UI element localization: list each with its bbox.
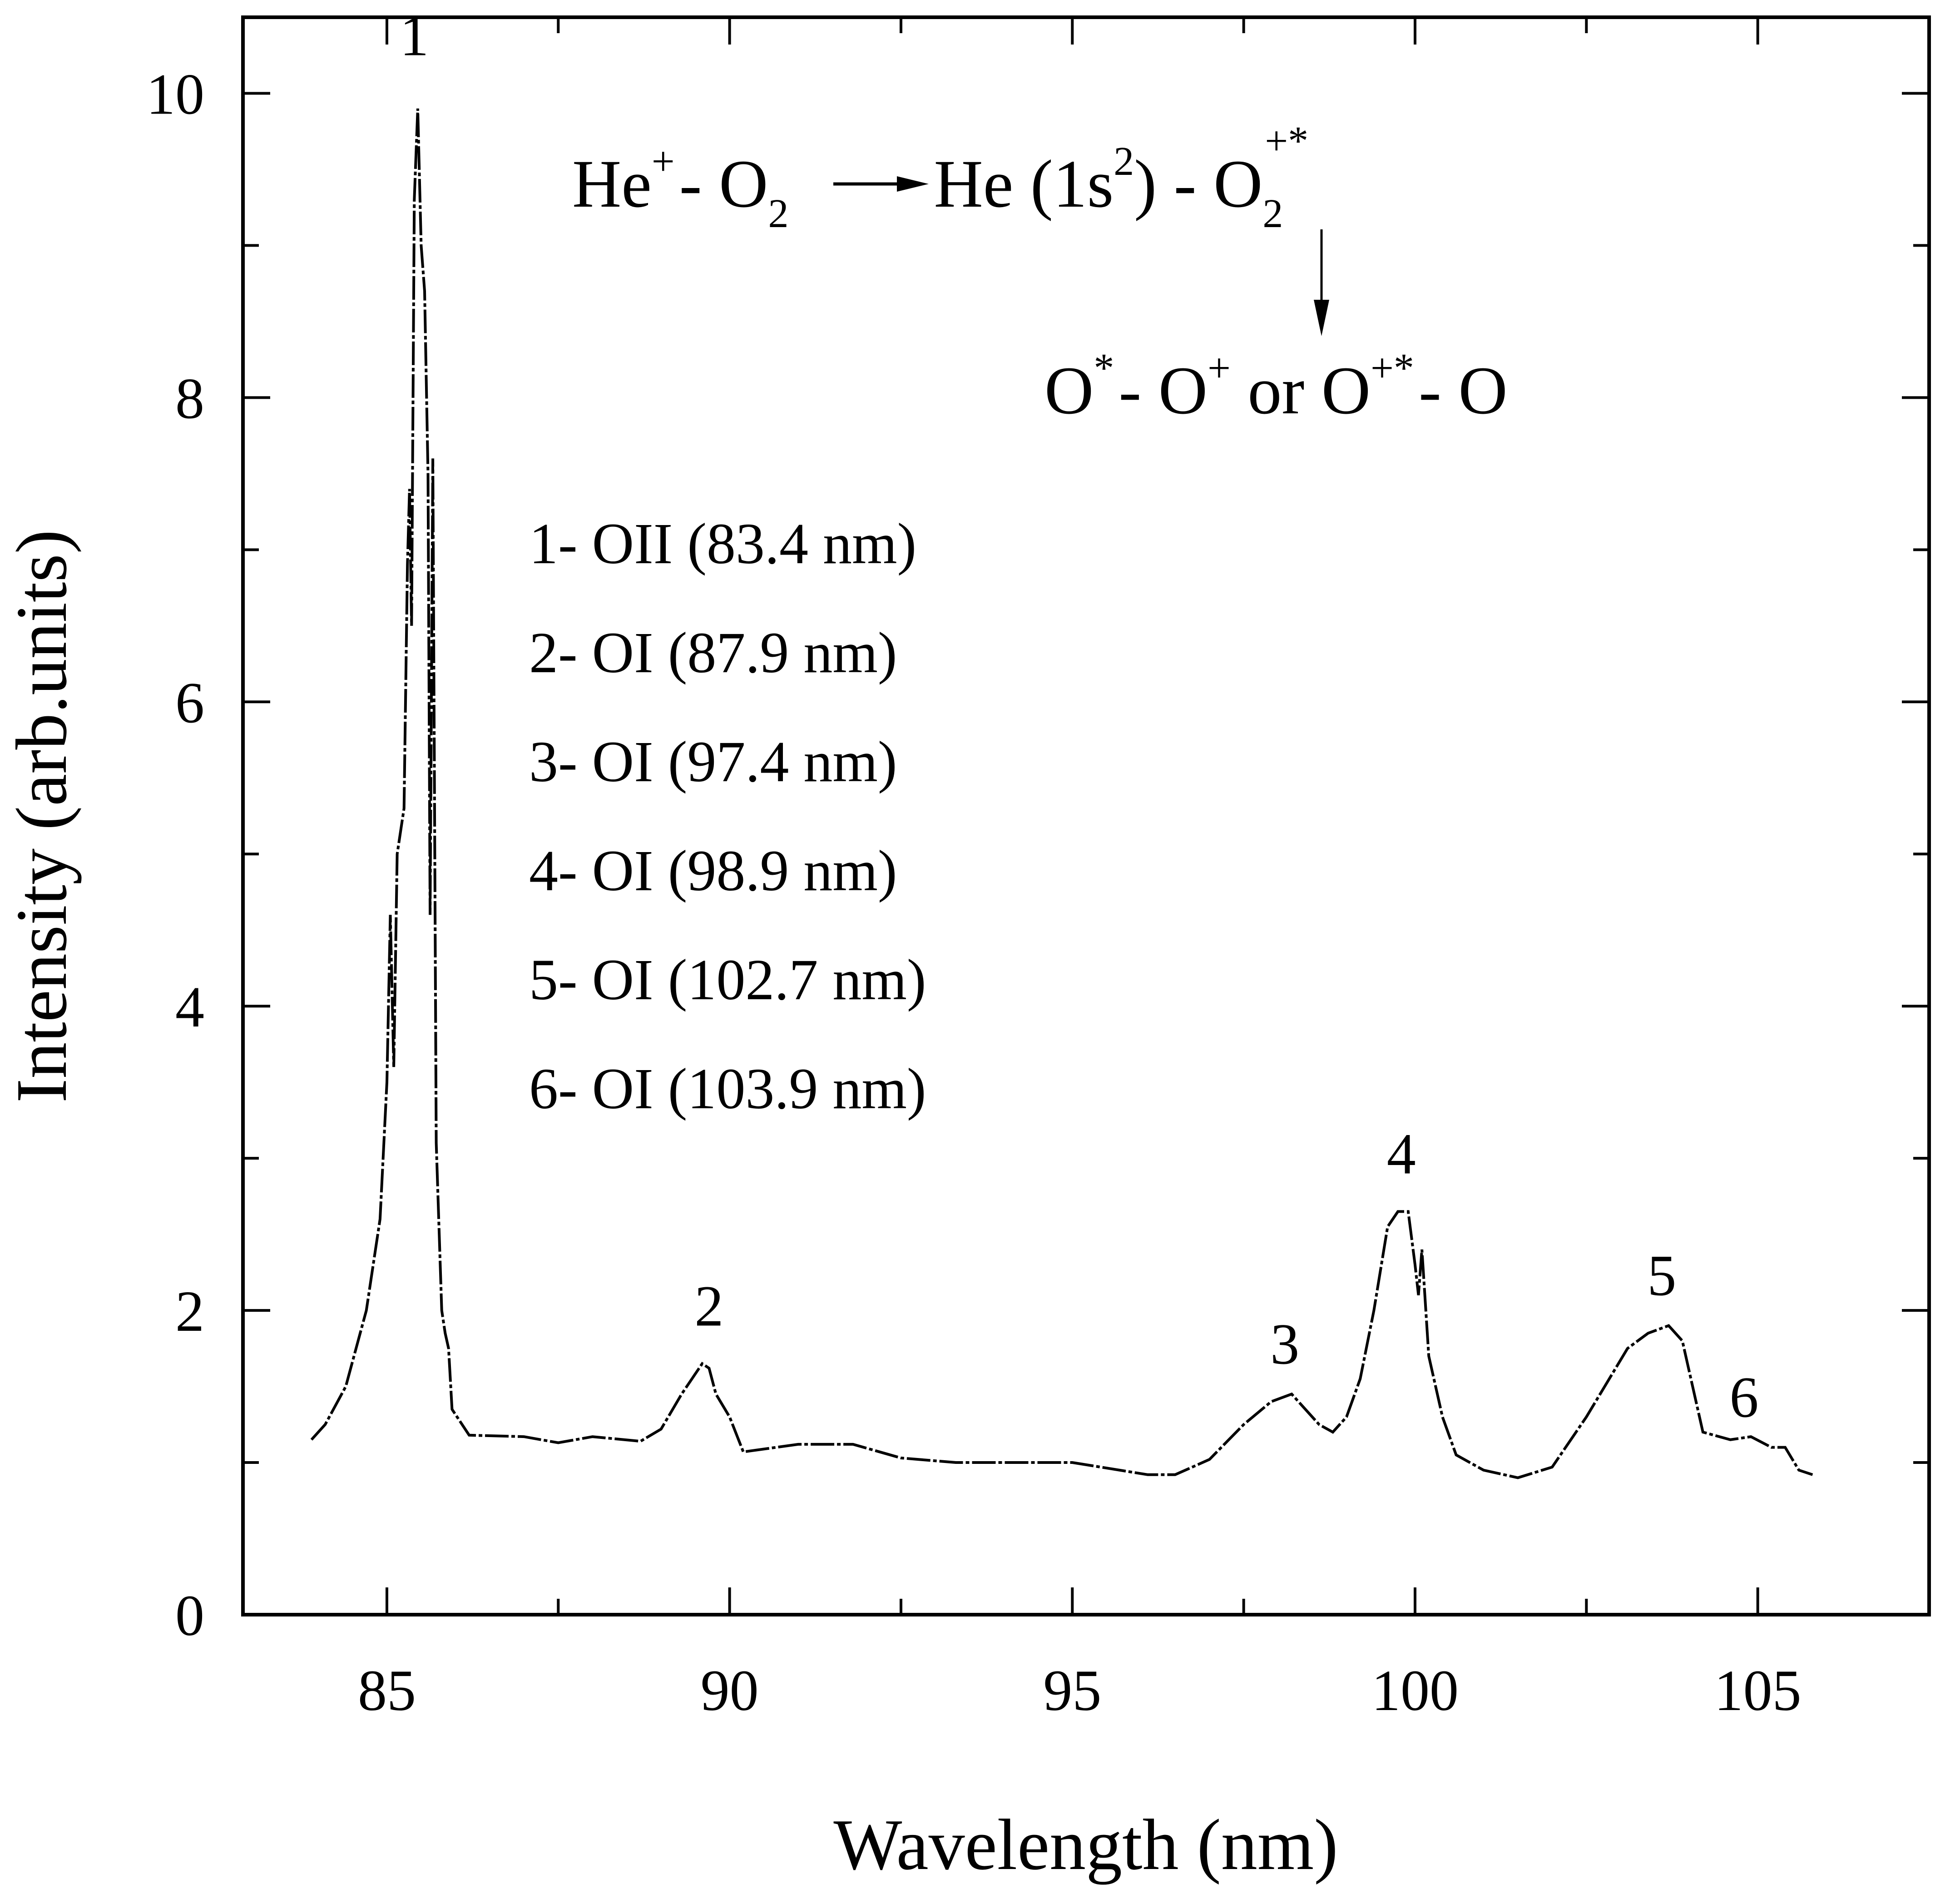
reaction-arrow-horizontal-head (897, 176, 929, 192)
reaction-line-2: O*- O+ or O+*- O (1044, 346, 1508, 428)
y-tick-label: 10 (146, 62, 204, 126)
x-tick-label: 90 (701, 1658, 759, 1723)
legend-entry: 3- OI (97.4 nm) (529, 729, 897, 794)
axis-ticks (243, 17, 1930, 1616)
legend-entry: 5- OI (102.7 nm) (529, 947, 926, 1012)
peak-label-2: 2 (694, 1274, 723, 1339)
x-tick-label: 85 (358, 1658, 416, 1723)
legend-entry: 2- OI (87.9 nm) (529, 620, 897, 685)
legend: 1- OII (83.4 nm) 2- OI (87.9 nm) 3- OI (97… (529, 511, 926, 1121)
x-tick-label: 105 (1714, 1658, 1802, 1723)
y-tick-label: 4 (175, 975, 204, 1039)
peak-label-1: 1 (400, 4, 429, 68)
y-axis-label: Intensity (arb.units) (1, 530, 82, 1103)
legend-entry: 1- OII (83.4 nm) (529, 511, 916, 576)
y-tick-label: 2 (175, 1279, 204, 1344)
y-tick-label: 8 (175, 366, 204, 431)
x-tick-label: 100 (1371, 1658, 1459, 1723)
reaction-annotation: He+- O2 He (1s2) - O2+* O*- O+ or O+*- O (572, 119, 1508, 428)
x-tick-label: 95 (1043, 1658, 1101, 1723)
peak-label-6: 6 (1729, 1365, 1758, 1430)
y-tick-label: 0 (175, 1583, 204, 1648)
legend-entry: 6- OI (103.9 nm) (529, 1056, 926, 1121)
peak-label-4: 4 (1387, 1122, 1416, 1186)
decay-arrow-vertical-head (1314, 300, 1329, 336)
peak-label-5: 5 (1647, 1244, 1676, 1308)
peak-label-3: 3 (1270, 1312, 1299, 1376)
y-tick-label: 6 (175, 670, 204, 735)
series-line-spectrum (310, 108, 1813, 1479)
axis-tick-labels: 85 90 95 100 105 0 2 4 6 8 10 (146, 62, 1802, 1723)
reaction-line-1: He+- O2 He (1s2) - O2+* (572, 119, 1308, 236)
peak-labels: 1 2 3 4 56 (400, 4, 1758, 1430)
x-axis-label: Wavelength (nm) (833, 1804, 1338, 1885)
legend-entry: 4- OI (98.9 nm) (529, 838, 897, 903)
plot-frame (241, 15, 1931, 1616)
